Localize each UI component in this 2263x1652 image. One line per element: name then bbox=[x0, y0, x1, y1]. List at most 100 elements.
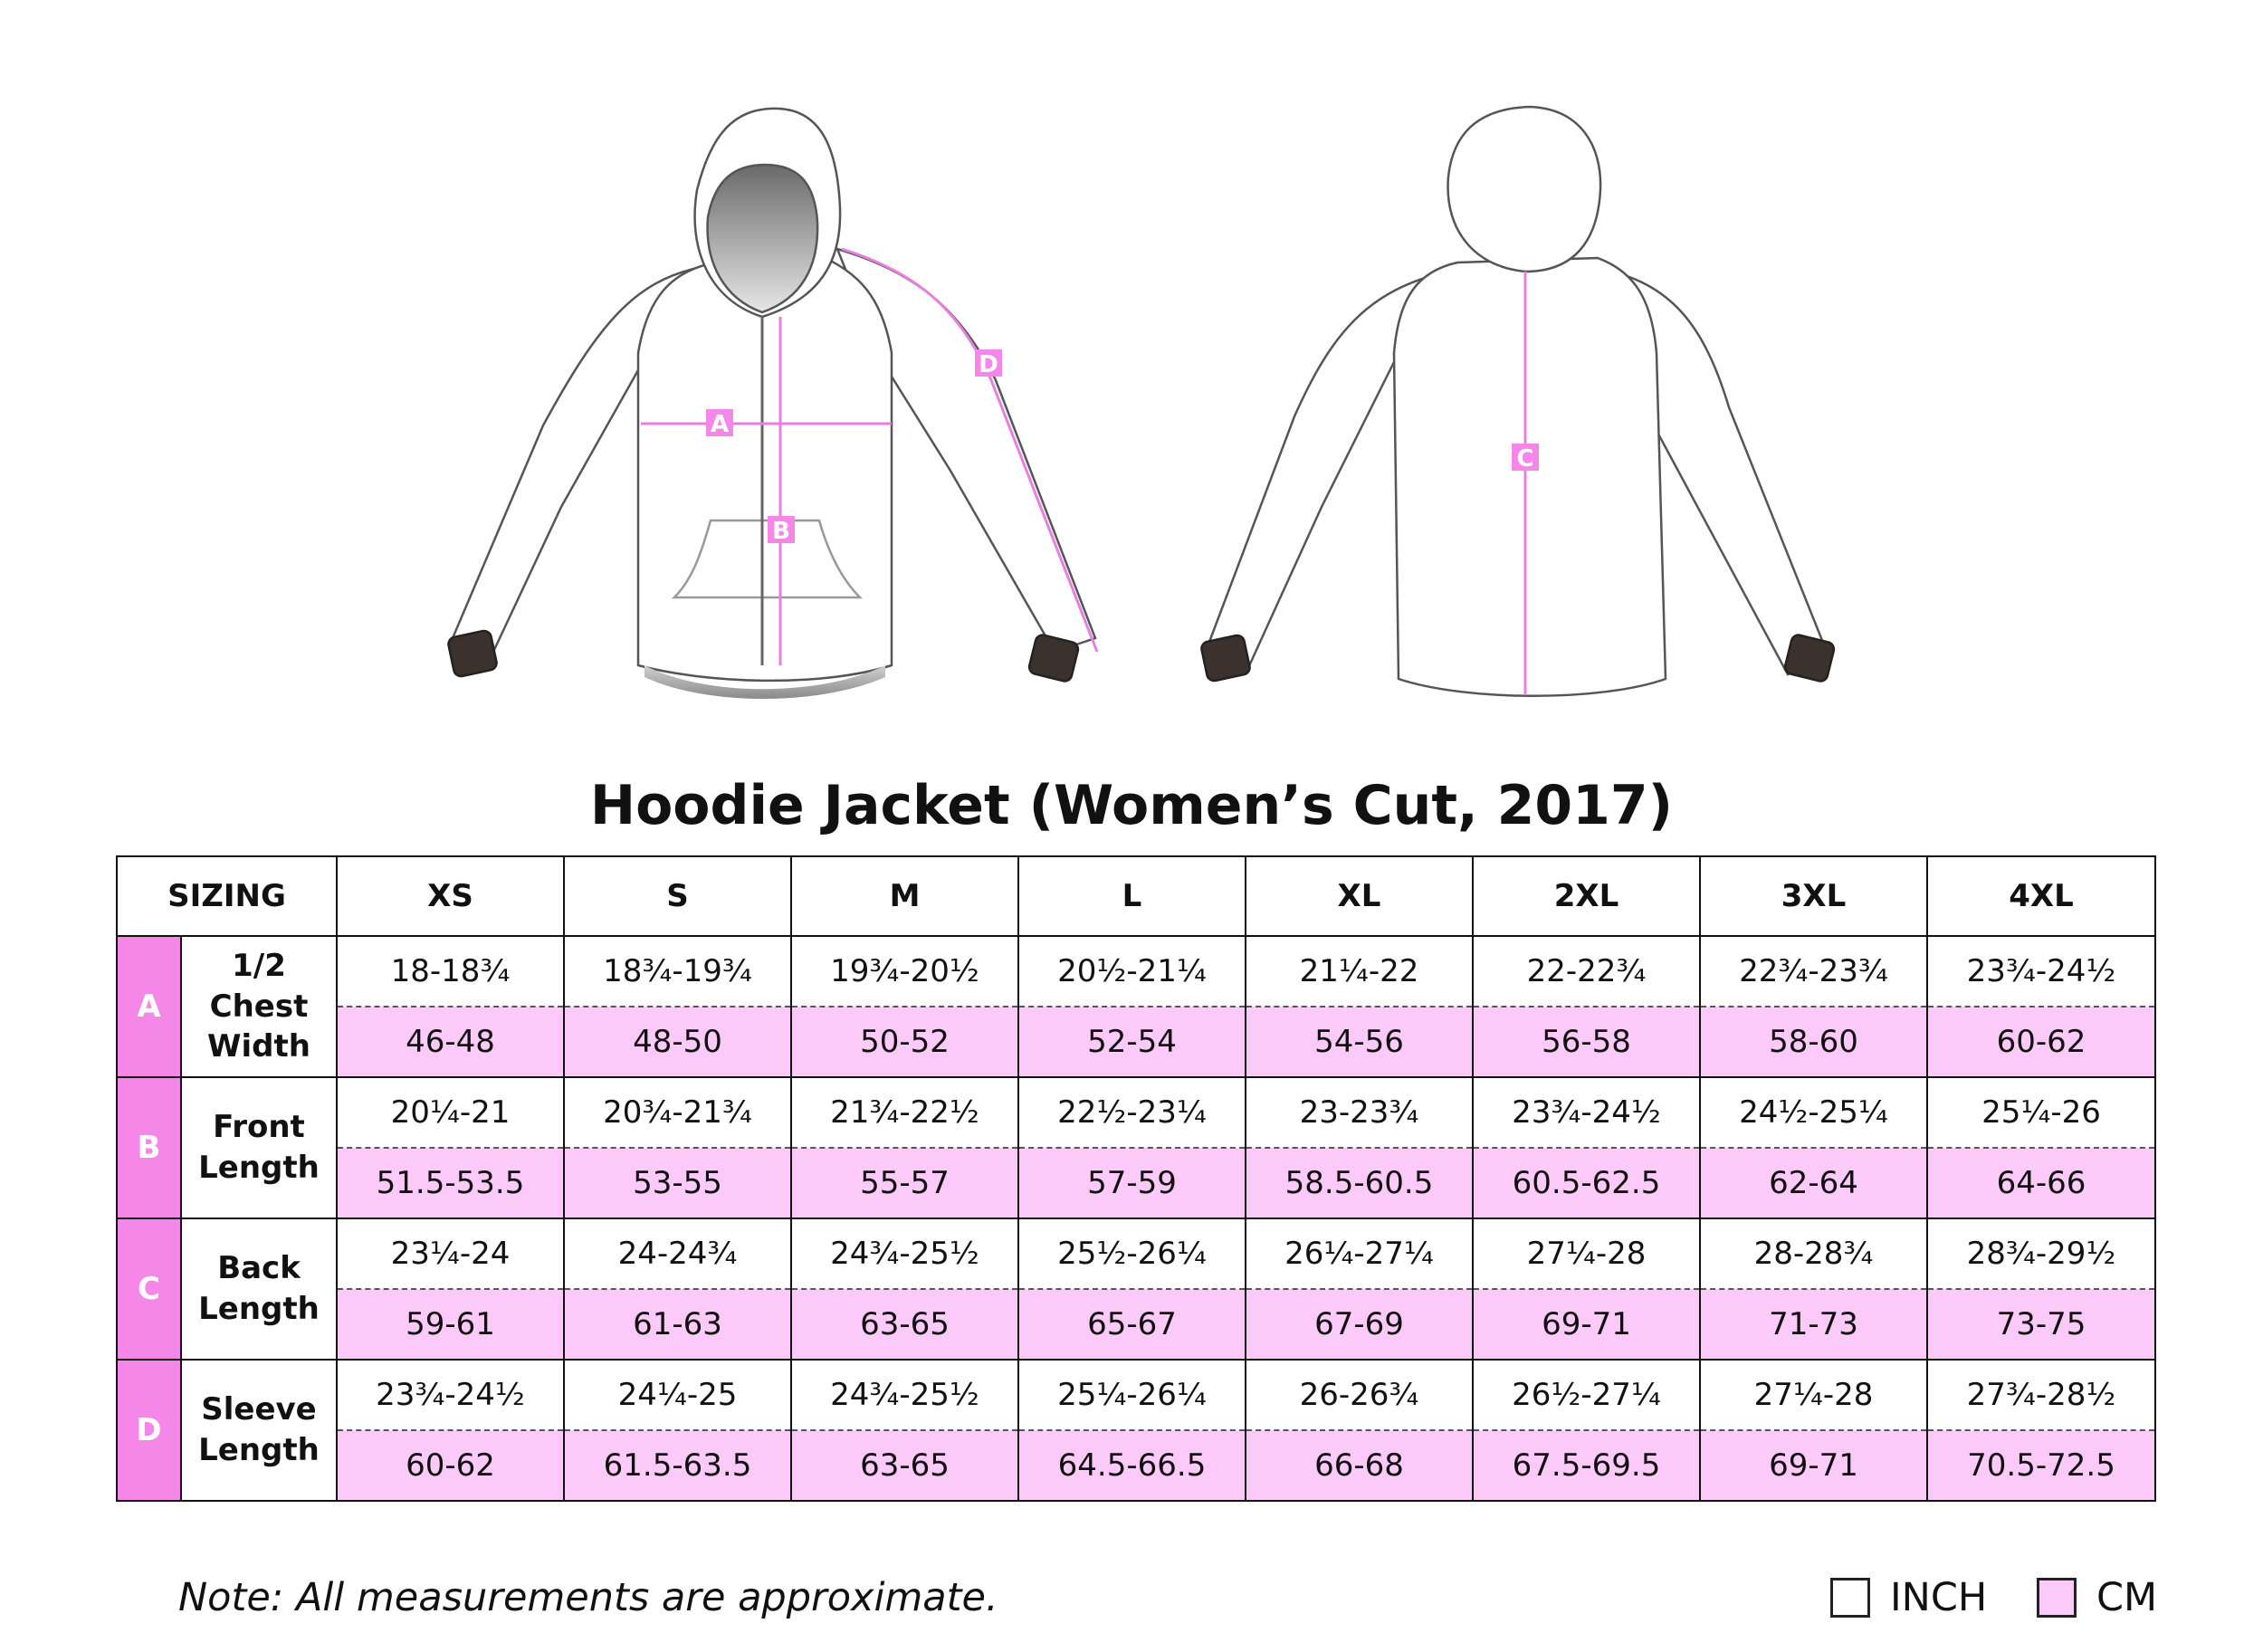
size-header: XS bbox=[336, 855, 565, 937]
back-hood bbox=[1447, 105, 1602, 273]
cm-value-cell: 63-65 bbox=[790, 1288, 1019, 1361]
cm-value-cell: 51.5-53.5 bbox=[336, 1147, 565, 1219]
front-pocket bbox=[671, 519, 864, 599]
legend-inch-label: INCH bbox=[1890, 1575, 1988, 1620]
inch-value-cell: 18-18¾ bbox=[336, 935, 565, 1007]
chart-title: Hoodie Jacket (Women’s Cut, 2017) bbox=[589, 774, 1674, 837]
size-header: 2XL bbox=[1472, 855, 1701, 937]
cm-value-cell: 57-59 bbox=[1017, 1147, 1246, 1219]
size-header: L bbox=[1017, 855, 1246, 937]
cm-value-cell: 56-58 bbox=[1472, 1006, 1701, 1078]
cm-value-cell: 54-56 bbox=[1245, 1006, 1474, 1078]
inch-value-cell: 22-22¾ bbox=[1472, 935, 1701, 1007]
cm-value-cell: 48-50 bbox=[563, 1006, 792, 1078]
hood-opening bbox=[706, 163, 819, 314]
cm-value-cell: 61.5-63.5 bbox=[563, 1429, 792, 1502]
inch-value-cell: 28¾-29½ bbox=[1926, 1218, 2156, 1290]
row-measure-name-line: 1/2 bbox=[232, 947, 286, 984]
inch-value-cell: 23-23¾ bbox=[1245, 1076, 1474, 1149]
back-body bbox=[1392, 256, 1667, 697]
inch-value-cell: 25¼-26 bbox=[1926, 1076, 2156, 1149]
inch-value-cell: 23¾-24½ bbox=[1472, 1076, 1701, 1149]
back-left-cuff bbox=[1200, 634, 1251, 683]
size-header: S bbox=[563, 855, 792, 937]
inch-value-cell: 24¾-25½ bbox=[790, 1359, 1019, 1431]
inch-value-cell: 23¼-24 bbox=[336, 1218, 565, 1290]
inch-value-cell: 19¾-20½ bbox=[790, 935, 1019, 1007]
inch-value-cell: 21¼-22 bbox=[1245, 935, 1474, 1007]
inch-value-cell: 27¾-28½ bbox=[1926, 1359, 2156, 1431]
inch-value-cell: 26-26¾ bbox=[1245, 1359, 1474, 1431]
approximate-note: Note: All measurements are approximate. bbox=[178, 1575, 998, 1620]
row-measure-name-line: Front bbox=[213, 1109, 305, 1146]
cm-value-cell: 64-66 bbox=[1926, 1147, 2156, 1219]
cm-value-cell: 67.5-69.5 bbox=[1472, 1429, 1701, 1502]
row-measure-name-line: Chest bbox=[209, 988, 309, 1025]
hoodie-illustration: A B C D bbox=[447, 105, 1836, 699]
cm-value-cell: 69-71 bbox=[1699, 1429, 1928, 1502]
row-measure-name: Back Length bbox=[180, 1218, 338, 1361]
row-letter-badge: B bbox=[116, 1076, 182, 1219]
cm-value-cell: 73-75 bbox=[1926, 1288, 2156, 1361]
hoodie-back-view bbox=[1200, 105, 1836, 697]
cm-value-cell: 60-62 bbox=[336, 1429, 565, 1502]
size-header-row: SIZING XS S M L XL 2XL 3XL 4XL bbox=[116, 855, 2156, 937]
size-header: XL bbox=[1245, 855, 1474, 937]
inch-value-cell: 20¼-21 bbox=[336, 1076, 565, 1149]
marker-c: C bbox=[1512, 444, 1539, 473]
row-measure-name-line: Sleeve bbox=[201, 1391, 317, 1428]
size-table: SIZING XS S M L XL 2XL 3XL 4XL A 1/2 Chest… bbox=[116, 855, 2156, 1502]
row-letter-badge: C bbox=[116, 1218, 182, 1361]
cm-value-cell: 52-54 bbox=[1017, 1006, 1246, 1078]
inch-value-cell: 23¾-24½ bbox=[1926, 935, 2156, 1007]
inch-value-cell: 24-24¾ bbox=[563, 1218, 792, 1290]
row-measure-name-line: Width bbox=[207, 1028, 310, 1065]
marker-a-label: A bbox=[711, 411, 729, 438]
marker-c-label: C bbox=[1516, 445, 1533, 473]
front-body bbox=[636, 252, 893, 683]
size-header: M bbox=[790, 855, 1019, 937]
inch-value-cell: 22¾-23¾ bbox=[1699, 935, 1928, 1007]
measure-row-inch: C Back Length 23¼-24 24-24¾ 24¾-25½ 25½-26¼ 26¼… bbox=[116, 1218, 2156, 1361]
cm-value-cell: 70.5-72.5 bbox=[1926, 1429, 2156, 1502]
cm-value-cell: 58.5-60.5 bbox=[1245, 1147, 1474, 1219]
inch-value-cell: 24¾-25½ bbox=[790, 1218, 1019, 1290]
legend-inch: INCH bbox=[1830, 1575, 1987, 1620]
row-measure-name: 1/2 Chest Width bbox=[180, 935, 338, 1078]
inch-value-cell: 20½-21¼ bbox=[1017, 935, 1246, 1007]
inch-value-cell: 20¾-21¾ bbox=[563, 1076, 792, 1149]
cm-value-cell: 62-64 bbox=[1699, 1147, 1928, 1219]
cm-value-cell: 61-63 bbox=[563, 1288, 792, 1361]
row-measure-name-line: Length bbox=[198, 1150, 320, 1186]
size-header: 3XL bbox=[1699, 855, 1928, 937]
legend-cm-label: CM bbox=[2096, 1575, 2158, 1620]
inch-value-cell: 21¾-22½ bbox=[790, 1076, 1019, 1149]
inch-value-cell: 18¾-19¾ bbox=[563, 935, 792, 1007]
row-measure-name: Front Length bbox=[180, 1076, 338, 1219]
cm-value-cell: 71-73 bbox=[1699, 1288, 1928, 1361]
measure-row-inch: D Sleeve Length 23¾-24½ 24¼-25 24¾-25½ 25¼-26¼… bbox=[116, 1359, 2156, 1502]
hoodie-front-view bbox=[447, 107, 1097, 699]
back-right-cuff bbox=[1783, 634, 1836, 683]
cm-value-cell: 65-67 bbox=[1017, 1288, 1246, 1361]
cm-value-cell: 67-69 bbox=[1245, 1288, 1474, 1361]
row-measure-name-line: Length bbox=[198, 1291, 320, 1327]
cm-value-cell: 69-71 bbox=[1472, 1288, 1701, 1361]
cm-value-cell: 66-68 bbox=[1245, 1429, 1474, 1502]
row-measure-name-line: Back bbox=[217, 1250, 301, 1287]
marker-a: A bbox=[706, 409, 733, 438]
cm-value-cell: 55-57 bbox=[790, 1147, 1019, 1219]
inch-value-cell: 24½-25¼ bbox=[1699, 1076, 1928, 1149]
legend-inch-swatch bbox=[1830, 1578, 1870, 1618]
inch-value-cell: 22½-23¼ bbox=[1017, 1076, 1246, 1149]
cm-value-cell: 46-48 bbox=[336, 1006, 565, 1078]
inch-value-cell: 26¼-27¼ bbox=[1245, 1218, 1474, 1290]
cm-value-cell: 60-62 bbox=[1926, 1006, 2156, 1078]
front-left-cuff bbox=[447, 629, 498, 678]
inch-value-cell: 23¾-24½ bbox=[336, 1359, 565, 1431]
front-hem bbox=[645, 665, 885, 699]
cm-value-cell: 50-52 bbox=[790, 1006, 1019, 1078]
inch-value-cell: 24¼-25 bbox=[563, 1359, 792, 1431]
legend-cm-swatch bbox=[2037, 1578, 2077, 1618]
row-measure-name: Sleeve Length bbox=[180, 1359, 338, 1502]
